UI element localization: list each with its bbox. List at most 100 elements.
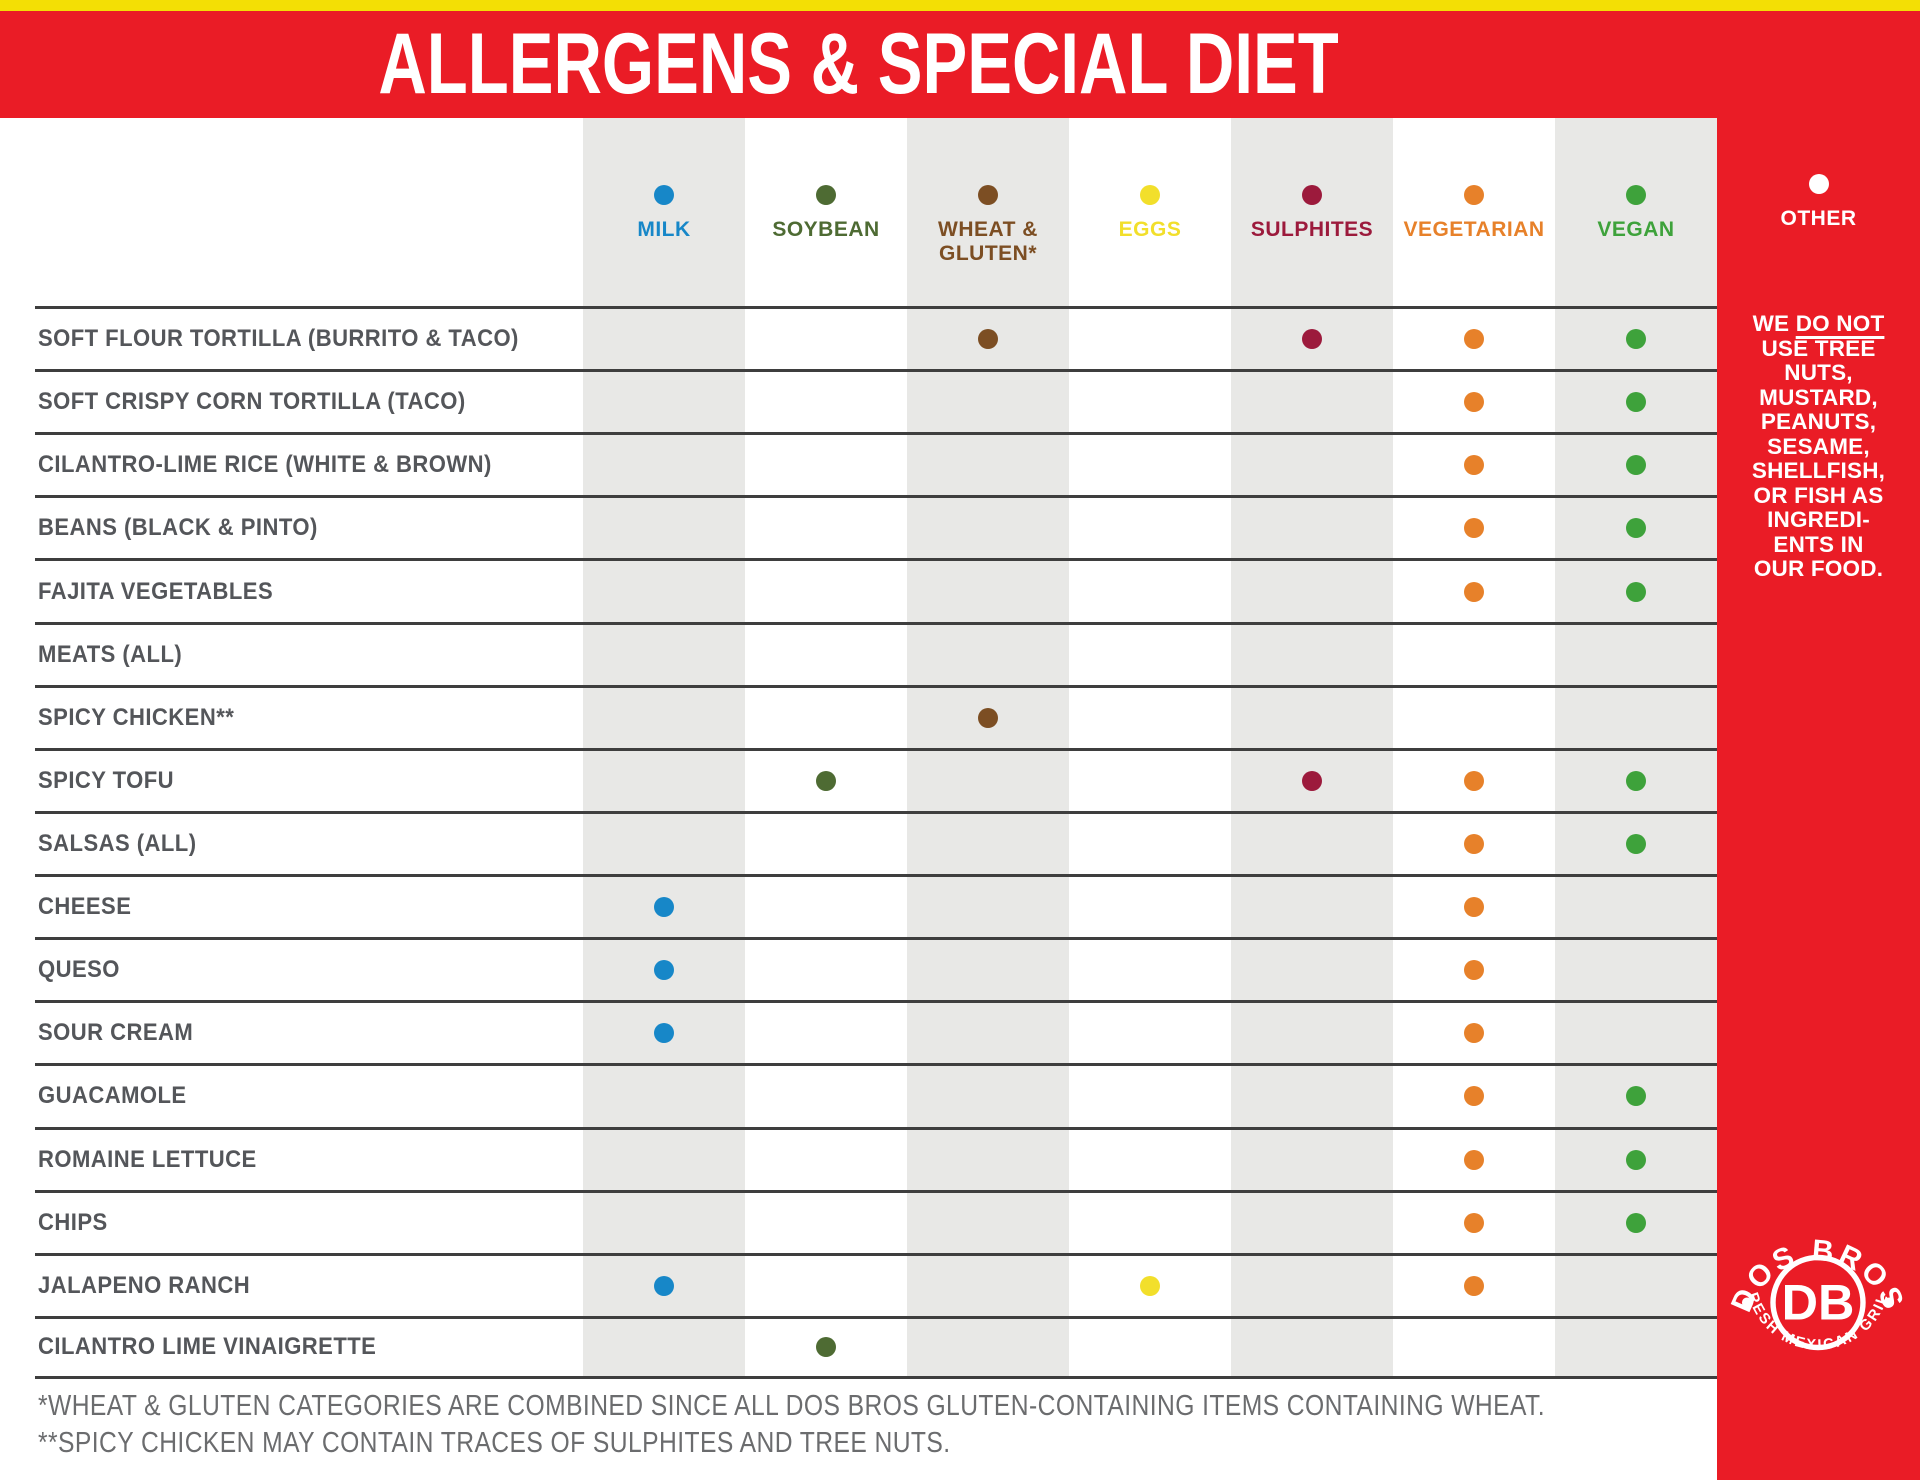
vegetarian-dot-icon	[1464, 518, 1484, 539]
row-label: SOUR CREAM	[38, 1019, 194, 1047]
other-column-label: OTHER	[1780, 207, 1857, 230]
vegetarian-dot-icon	[1464, 329, 1484, 350]
logo-monogram: DB	[1782, 1274, 1855, 1331]
row-label: MEATS (ALL)	[38, 640, 183, 668]
table-row: SOFT CRISPY CORN TORTILLA (TACO)	[35, 369, 1717, 432]
column-header-wheat: WHEAT & GLUTEN*	[907, 185, 1069, 266]
footnotes: *WHEAT & GLUTEN CATEGORIES ARE COMBINED …	[38, 1388, 1811, 1462]
wheat-dot-icon	[978, 185, 998, 205]
vegetarian-dot-icon	[1464, 185, 1484, 205]
vegan-dot-icon	[1626, 518, 1646, 539]
column-label-vegan: VEGAN	[1597, 218, 1675, 241]
logo-ring	[1770, 1254, 1866, 1351]
row-label: CHEESE	[38, 893, 132, 921]
milk-dot-icon	[654, 1023, 674, 1044]
page-title: ALLERGENS & SPECIAL DIET	[378, 16, 1339, 112]
column-header-soybean: SOYBEAN	[745, 185, 907, 242]
note-line: NUTS,	[1784, 360, 1853, 385]
note-line: WE DO NOT	[1752, 311, 1885, 336]
eggs-dot-icon	[1140, 185, 1160, 205]
note-line: PEANUTS,	[1760, 409, 1877, 434]
row-label: GUACAMOLE	[38, 1082, 187, 1110]
wheat-dot-icon	[978, 707, 998, 728]
column-label-eggs: EGGS	[1118, 218, 1182, 241]
title-banner: ALLERGENS & SPECIAL DIET	[0, 11, 1920, 118]
table-row: CHIPS	[35, 1189, 1717, 1253]
note-line: SESAME,	[1767, 433, 1870, 459]
milk-dot-icon	[654, 960, 674, 981]
row-label: SPICY TOFU	[38, 766, 175, 794]
table-row: GUACAMOLE	[35, 1063, 1717, 1126]
table-row: CILANTRO LIME VINAIGRETTE	[35, 1315, 1717, 1379]
vegan-dot-icon	[1626, 1086, 1646, 1107]
soybean-dot-icon	[816, 1337, 836, 1358]
vegetarian-dot-icon	[1464, 833, 1484, 854]
table-row: CHEESE	[35, 874, 1717, 937]
column-stripes	[0, 118, 1717, 1376]
vegan-dot-icon	[1626, 1212, 1646, 1233]
table-row: ROMAINE LETTUCE	[35, 1126, 1717, 1190]
table-row: BEANS (BLACK & PINTO)	[35, 495, 1717, 558]
logo-left-dot-icon	[1741, 1297, 1752, 1308]
wheat-dot-icon	[978, 329, 998, 350]
vegetarian-dot-icon	[1464, 455, 1484, 476]
table-row: MEATS (ALL)	[35, 621, 1717, 685]
column-header-vegan: VEGAN	[1555, 185, 1717, 242]
table-row: SPICY TOFU	[35, 747, 1717, 811]
vegan-dot-icon	[1626, 770, 1646, 791]
vegan-dot-icon	[1626, 581, 1646, 602]
vegetarian-dot-icon	[1464, 1149, 1484, 1170]
table-row: CILANTRO-LIME RICE (WHITE & BROWN)	[35, 432, 1717, 495]
footnote-spicy-chicken: **SPICY CHICKEN MAY CONTAIN TRACES OF SU…	[38, 1427, 951, 1459]
column-header-vegetarian: VEGETARIAN	[1393, 185, 1555, 242]
column-header-other: OTHER	[1717, 174, 1920, 231]
vegetarian-dot-icon	[1464, 1023, 1484, 1044]
row-label: SOFT FLOUR TORTILLA (BURRITO & TACO)	[38, 325, 519, 353]
vegetarian-dot-icon	[1464, 1086, 1484, 1107]
table-row: SALSAS (ALL)	[35, 810, 1717, 874]
note-line: OUR FOOD.	[1753, 556, 1884, 581]
row-label: FAJITA VEGETABLES	[38, 577, 274, 605]
column-header-milk: MILK	[583, 185, 745, 242]
row-label: CILANTRO LIME VINAIGRETTE	[38, 1333, 377, 1361]
eggs-dot-icon	[1140, 1275, 1160, 1296]
other-dot-icon	[1808, 174, 1829, 194]
note-line: INGREDI-	[1767, 507, 1870, 532]
logo-right-dot-icon	[1884, 1297, 1895, 1308]
row-label: BEANS (BLACK & PINTO)	[38, 514, 318, 542]
sulphites-dot-icon	[1302, 185, 1322, 205]
sulphites-dot-icon	[1302, 770, 1322, 791]
row-label: SOFT CRISPY CORN TORTILLA (TACO)	[38, 388, 466, 416]
note-line: OR FISH AS	[1753, 482, 1884, 508]
vegetarian-dot-icon	[1464, 581, 1484, 602]
vegan-dot-icon	[1626, 1149, 1646, 1170]
row-label: CHIPS	[38, 1208, 108, 1236]
table-row: SOUR CREAM	[35, 1000, 1717, 1063]
vegetarian-dot-icon	[1464, 1212, 1484, 1233]
vegan-dot-icon	[1626, 455, 1646, 476]
other-sidebar: OTHER WE DO NOT USE TREE NUTS, MUSTARD, PEAN…	[1717, 0, 1920, 1480]
vegan-dot-icon	[1626, 392, 1646, 413]
vegetarian-dot-icon	[1464, 392, 1484, 413]
note-line: MUSTARD,	[1759, 384, 1878, 410]
table-row: SOFT FLOUR TORTILLA (BURRITO & TACO)	[35, 306, 1717, 369]
milk-dot-icon	[654, 897, 674, 918]
table-row: SPICY CHICKEN**	[35, 684, 1717, 748]
row-label: QUESO	[38, 956, 120, 984]
soybean-dot-icon	[816, 185, 836, 205]
row-label: CILANTRO-LIME RICE (WHITE & BROWN)	[38, 451, 492, 479]
milk-dot-icon	[654, 1275, 674, 1296]
table-row: JALAPENO RANCH	[35, 1252, 1717, 1316]
footnote-wheat: *WHEAT & GLUTEN CATEGORIES ARE COMBINED …	[38, 1390, 1546, 1422]
note-line: SHELLFISH,	[1751, 458, 1886, 483]
column-label-milk: MILK	[637, 218, 691, 241]
milk-dot-icon	[654, 185, 674, 205]
dosbros-logo: DOS BROS DB FRESH MEXICAN GRILL	[1728, 1208, 1908, 1354]
column-header-eggs: EGGS	[1069, 185, 1231, 242]
column-label-sulphites: SULPHITES	[1250, 218, 1374, 241]
column-stripe-milk	[583, 118, 745, 1376]
sidebar-note: WE DO NOT USE TREE NUTS, MUSTARD, PEANUTS, SE…	[1717, 311, 1920, 582]
sulphites-dot-icon	[1302, 329, 1322, 350]
column-label-wheat: WHEAT & GLUTEN*	[938, 218, 1038, 265]
